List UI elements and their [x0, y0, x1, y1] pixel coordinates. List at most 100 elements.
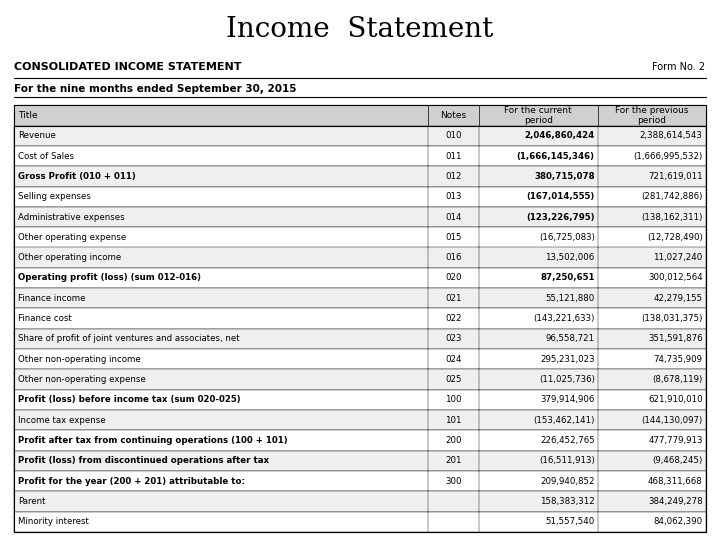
Bar: [14, 511, 706, 532]
Text: (11,025,736): (11,025,736): [539, 375, 595, 384]
Text: 010: 010: [446, 131, 462, 140]
Bar: [14, 207, 706, 227]
Text: 013: 013: [446, 192, 462, 201]
Text: 55,121,880: 55,121,880: [546, 294, 595, 303]
Text: Profit (loss) from discontinued operations after tax: Profit (loss) from discontinued operatio…: [18, 456, 269, 465]
Text: 74,735,909: 74,735,909: [654, 355, 703, 364]
Text: For the previous
period: For the previous period: [615, 106, 688, 125]
Bar: [14, 146, 706, 166]
Bar: [14, 390, 706, 410]
Bar: [14, 430, 706, 451]
Bar: [14, 105, 706, 126]
Text: 84,062,390: 84,062,390: [654, 517, 703, 526]
Text: 023: 023: [446, 334, 462, 343]
Bar: [14, 471, 706, 491]
Text: For the nine months ended September 30, 2015: For the nine months ended September 30, …: [14, 84, 297, 94]
Bar: [14, 105, 706, 532]
Text: 42,279,155: 42,279,155: [654, 294, 703, 303]
Bar: [14, 105, 706, 532]
Text: Gross Profit (010 + 011): Gross Profit (010 + 011): [18, 172, 136, 181]
Text: (167,014,555): (167,014,555): [526, 192, 595, 201]
Text: For the current
period: For the current period: [505, 106, 572, 125]
Text: 379,914,906: 379,914,906: [540, 395, 595, 404]
Text: Finance cost: Finance cost: [18, 314, 72, 323]
Text: 380,715,078: 380,715,078: [534, 172, 595, 181]
Text: 209,940,852: 209,940,852: [540, 477, 595, 485]
Text: 13,502,006: 13,502,006: [546, 253, 595, 262]
Bar: [14, 268, 706, 288]
Text: 022: 022: [446, 314, 462, 323]
Text: Selling expenses: Selling expenses: [18, 192, 91, 201]
Text: (1,666,145,346): (1,666,145,346): [517, 152, 595, 160]
Bar: [14, 166, 706, 186]
Text: (143,221,633): (143,221,633): [534, 314, 595, 323]
Bar: [14, 288, 706, 308]
Bar: [14, 247, 706, 268]
Text: Other operating expense: Other operating expense: [18, 233, 126, 242]
Text: 226,452,765: 226,452,765: [540, 436, 595, 445]
Bar: [14, 491, 706, 511]
Text: 51,557,540: 51,557,540: [546, 517, 595, 526]
Text: Other non-operating income: Other non-operating income: [18, 355, 140, 364]
Text: Administrative expenses: Administrative expenses: [18, 213, 125, 221]
Bar: [14, 349, 706, 369]
Text: 201: 201: [446, 456, 462, 465]
Text: 016: 016: [446, 253, 462, 262]
Bar: [14, 227, 706, 247]
Text: Profit (loss) before income tax (sum 020-025): Profit (loss) before income tax (sum 020…: [18, 395, 240, 404]
Bar: [14, 186, 706, 207]
Text: Other non-operating expense: Other non-operating expense: [18, 375, 145, 384]
Text: Form No. 2: Form No. 2: [652, 62, 706, 72]
Text: 87,250,651: 87,250,651: [540, 273, 595, 282]
Text: (8,678,119): (8,678,119): [652, 375, 703, 384]
Text: (12,728,490): (12,728,490): [647, 233, 703, 242]
Bar: [14, 410, 706, 430]
Text: Profit for the year (200 + 201) attributable to:: Profit for the year (200 + 201) attribut…: [18, 477, 245, 485]
Bar: [14, 369, 706, 390]
Text: 101: 101: [446, 416, 462, 424]
Bar: [14, 329, 706, 349]
Text: 015: 015: [446, 233, 462, 242]
Text: 2,046,860,424: 2,046,860,424: [524, 131, 595, 140]
Text: 011: 011: [446, 152, 462, 160]
Text: 2,388,614,543: 2,388,614,543: [640, 131, 703, 140]
Text: (16,725,083): (16,725,083): [539, 233, 595, 242]
Text: 295,231,023: 295,231,023: [540, 355, 595, 364]
Text: Cost of Sales: Cost of Sales: [18, 152, 74, 160]
Text: Parent: Parent: [18, 497, 45, 506]
Text: 158,383,312: 158,383,312: [540, 497, 595, 506]
Text: 200: 200: [446, 436, 462, 445]
Text: Other operating income: Other operating income: [18, 253, 121, 262]
Text: 012: 012: [446, 172, 462, 181]
Text: 020: 020: [446, 273, 462, 282]
Text: (9,468,245): (9,468,245): [652, 456, 703, 465]
Text: 384,249,278: 384,249,278: [648, 497, 703, 506]
Text: 96,558,721: 96,558,721: [546, 334, 595, 343]
Text: (1,666,995,532): (1,666,995,532): [634, 152, 703, 160]
Text: (144,130,097): (144,130,097): [642, 416, 703, 424]
Text: 300: 300: [446, 477, 462, 485]
Text: (123,226,795): (123,226,795): [526, 213, 595, 221]
Bar: [14, 451, 706, 471]
Bar: [14, 126, 706, 146]
Text: (153,462,141): (153,462,141): [534, 416, 595, 424]
Text: 621,910,010: 621,910,010: [648, 395, 703, 404]
Text: Income  Statement: Income Statement: [226, 16, 494, 43]
Text: 100: 100: [446, 395, 462, 404]
Text: 300,012,564: 300,012,564: [648, 273, 703, 282]
Text: (281,742,886): (281,742,886): [642, 192, 703, 201]
Text: 477,779,913: 477,779,913: [648, 436, 703, 445]
Text: Income tax expense: Income tax expense: [18, 416, 106, 424]
Text: CONSOLIDATED INCOME STATEMENT: CONSOLIDATED INCOME STATEMENT: [14, 62, 242, 72]
Text: 721,619,011: 721,619,011: [648, 172, 703, 181]
Text: Title: Title: [18, 111, 37, 120]
Text: 351,591,876: 351,591,876: [648, 334, 703, 343]
Text: (138,031,375): (138,031,375): [642, 314, 703, 323]
Text: 025: 025: [446, 375, 462, 384]
Text: 014: 014: [446, 213, 462, 221]
Text: Operating profit (loss) (sum 012-016): Operating profit (loss) (sum 012-016): [18, 273, 201, 282]
Text: Finance income: Finance income: [18, 294, 86, 303]
Text: Share of profit of joint ventures and associates, net: Share of profit of joint ventures and as…: [18, 334, 240, 343]
Text: Notes: Notes: [441, 111, 467, 120]
Text: (138,162,311): (138,162,311): [642, 213, 703, 221]
